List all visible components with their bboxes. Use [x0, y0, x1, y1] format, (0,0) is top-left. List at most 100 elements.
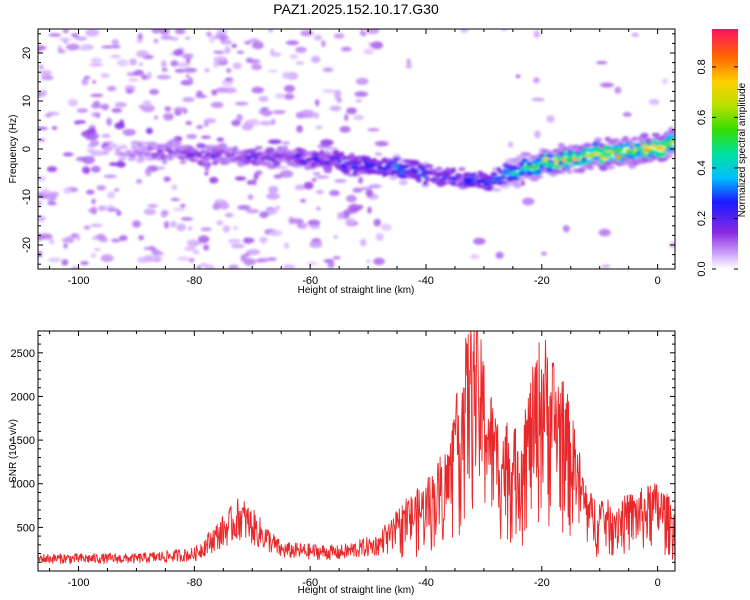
heatmap-cell — [192, 149, 199, 153]
heatmap-cell — [234, 176, 247, 181]
heatmap-cell — [111, 238, 121, 243]
heatmap-cell — [422, 180, 428, 186]
heatmap-cell — [141, 104, 156, 113]
heatmap-cell — [147, 141, 157, 147]
heatmap-cell — [110, 54, 121, 59]
heatmap-cell — [268, 29, 273, 33]
heatmap-cell — [329, 105, 342, 112]
heatmap-cell — [410, 160, 420, 167]
heatmap-cell — [259, 120, 273, 126]
heatmap-cell — [143, 246, 156, 251]
heatmap-cell — [495, 251, 504, 259]
x-tick-label: -100 — [68, 275, 90, 287]
heatmap-cell — [243, 237, 253, 244]
heatmap-cell — [47, 257, 62, 262]
heatmap-cell — [186, 57, 191, 64]
heatmap-cell — [90, 93, 104, 98]
heatmap-cell — [125, 149, 133, 155]
heatmap-cell — [288, 216, 295, 225]
y-tick-label: 2000 — [11, 391, 35, 403]
heatmap-cell — [439, 181, 449, 185]
heatmap-cell — [661, 157, 669, 162]
heatmap-cell — [106, 191, 116, 199]
heatmap-cell — [626, 139, 633, 143]
heatmap-cell — [234, 101, 249, 106]
heatmap-cell — [39, 70, 52, 76]
heatmap-cell — [113, 188, 120, 192]
heatmap-cell — [631, 32, 639, 37]
heatmap-cell — [136, 256, 149, 264]
heatmap-cell — [177, 256, 190, 261]
x-tick-label: -20 — [534, 577, 550, 589]
heatmap-cell — [247, 148, 258, 153]
heatmap-cell — [39, 64, 44, 70]
heatmap-cell — [373, 257, 385, 266]
heatmap-cell — [273, 174, 283, 179]
heatmap-cell — [137, 33, 143, 41]
heatmap-cell — [310, 162, 316, 168]
heatmap-cell — [459, 29, 469, 33]
snr-y-label: SNR (10 * v/v) — [8, 419, 19, 483]
heatmap-cell — [197, 265, 202, 269]
heatmap-cell — [226, 67, 232, 74]
heatmap-cell — [265, 209, 278, 215]
heatmap-cell — [398, 173, 409, 179]
heatmap-cell — [322, 89, 336, 93]
heatmap-cell — [196, 124, 204, 130]
heatmap-cell — [179, 160, 187, 165]
heatmap-cell — [285, 40, 299, 46]
heatmap-cell — [204, 166, 210, 173]
heatmap-cell — [161, 68, 168, 72]
heatmap-cell — [65, 43, 80, 51]
heatmap-cell — [245, 209, 260, 214]
heatmap-cell — [185, 36, 191, 40]
heatmap-cell — [634, 136, 645, 141]
heatmap-cell — [156, 74, 171, 80]
heatmap-cell — [180, 217, 194, 221]
heatmap-cell — [219, 201, 230, 210]
heatmap-cell — [355, 99, 363, 103]
heatmap-cell — [143, 208, 157, 216]
spectrogram-x-label: Height of straight line (km) — [298, 285, 415, 296]
heatmap-cell — [640, 132, 649, 138]
heatmap-cell — [375, 233, 384, 242]
heatmap-cell — [101, 45, 115, 49]
heatmap-cell — [604, 136, 611, 142]
heatmap-cell — [47, 201, 57, 206]
heatmap-cell — [518, 161, 525, 167]
heatmap-cell — [230, 244, 245, 249]
heatmap-cell — [157, 166, 165, 170]
heatmap-cell — [279, 170, 294, 178]
heatmap-cell — [273, 110, 286, 115]
heatmap-cell — [555, 165, 562, 170]
heatmap-cell — [251, 41, 264, 50]
snr-x-label: Height of straight line (km) — [298, 585, 415, 596]
heatmap-cell — [374, 140, 389, 147]
heatmap-cell — [63, 243, 68, 249]
heatmap-cell — [333, 149, 340, 154]
heatmap-cell — [100, 150, 110, 155]
heatmap-cell — [195, 94, 208, 99]
heatmap-cell — [169, 221, 177, 228]
heatmap-cell — [90, 252, 97, 258]
heatmap-cell — [359, 238, 367, 247]
heatmap-cell — [297, 222, 308, 229]
heatmap-cell — [241, 123, 253, 131]
heatmap-cell — [100, 254, 114, 263]
heatmap-cell — [324, 146, 338, 151]
heatmap-cell — [493, 176, 502, 181]
heatmap-cell — [300, 30, 314, 37]
snr-ticks: -100 -80 -60 -40 -20 0 500 1000 1500 2000 2500 — [11, 331, 675, 589]
heatmap-cell — [157, 143, 168, 149]
heatmap-cell — [161, 158, 168, 165]
heatmap-cell — [218, 142, 228, 149]
heatmap-cell — [345, 217, 356, 225]
heatmap-cell — [116, 210, 122, 216]
heatmap-cell — [87, 144, 97, 148]
heatmap-cell — [323, 167, 333, 174]
heatmap-cell — [49, 191, 59, 197]
heatmap-cell — [223, 87, 237, 94]
x-tick-label: -60 — [302, 275, 318, 287]
heatmap-cell — [586, 165, 595, 170]
